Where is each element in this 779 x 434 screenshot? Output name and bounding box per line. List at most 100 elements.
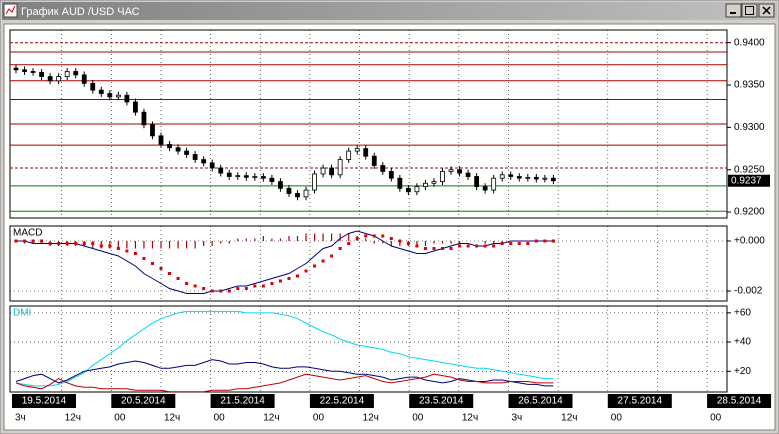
series-line xyxy=(16,230,554,294)
signal-dot xyxy=(551,239,555,243)
signal-dot xyxy=(253,284,257,288)
signal-dot xyxy=(202,287,206,290)
candle-body xyxy=(431,181,437,184)
candle-body xyxy=(107,93,113,98)
candle-body xyxy=(209,162,215,169)
candle-body xyxy=(184,150,190,155)
candle-body xyxy=(508,174,514,177)
signal-dot xyxy=(244,287,248,290)
signal-dot xyxy=(304,269,308,273)
panel-label: DMI xyxy=(13,308,31,319)
y-tick-label: -0.002 xyxy=(734,286,763,297)
candle-body xyxy=(90,82,96,91)
date-label: 22.5.2014 xyxy=(320,396,365,407)
y-tick-label: 0.9200 xyxy=(734,207,765,218)
signal-dot xyxy=(133,252,137,255)
hour-label: 12ч xyxy=(65,413,81,424)
candle-body xyxy=(73,71,79,76)
signal-dot xyxy=(210,289,214,293)
minimize-button[interactable] xyxy=(725,3,742,18)
y-tick-label: +60 xyxy=(734,308,751,319)
candle-body xyxy=(482,186,488,191)
window-buttons xyxy=(725,3,775,18)
signal-dot xyxy=(398,239,402,243)
signal-dot xyxy=(534,239,538,243)
signal-dot xyxy=(236,287,240,290)
signal-dot xyxy=(23,239,27,243)
signal-dot xyxy=(355,237,359,240)
title-bar xyxy=(2,2,777,20)
candle-body xyxy=(346,150,352,160)
hour-label: 00 xyxy=(710,413,722,424)
hour-label: 12ч xyxy=(363,413,379,424)
candle-body xyxy=(491,177,497,191)
candle-body xyxy=(124,94,130,103)
window-icon-glyph xyxy=(5,5,16,15)
date-box xyxy=(12,394,76,408)
candle-body xyxy=(397,177,403,189)
candle-body xyxy=(81,74,87,84)
hour-label: 12ч xyxy=(164,413,180,424)
candle-body xyxy=(516,176,522,179)
candle-body xyxy=(141,111,147,126)
candle-body xyxy=(474,176,480,188)
signal-dot xyxy=(295,274,299,278)
signal-dot xyxy=(108,244,112,248)
candle-body xyxy=(150,124,155,137)
chart-area xyxy=(3,23,776,431)
hour-label: 12ч xyxy=(263,413,279,424)
hour-label: 3ч xyxy=(15,413,26,424)
hour-label: 00 xyxy=(313,413,325,424)
candle-body xyxy=(260,176,266,179)
signal-dot xyxy=(313,264,317,268)
candle-body xyxy=(303,189,309,198)
signal-dot xyxy=(142,257,146,260)
candle-body xyxy=(320,167,326,175)
series-line xyxy=(15,310,554,387)
hour-label: 12ч xyxy=(561,413,577,424)
close-glyph xyxy=(762,6,771,15)
signal-dot xyxy=(168,272,172,275)
date-box xyxy=(508,394,573,408)
panel-label: MACD xyxy=(13,228,42,239)
signal-dot xyxy=(321,259,325,263)
signal-dot xyxy=(278,279,282,283)
candle-body xyxy=(457,169,462,174)
candle-body xyxy=(175,147,181,152)
candle-body xyxy=(405,187,411,193)
candle-body xyxy=(218,167,224,174)
y-tick-label: 0.9400 xyxy=(734,37,765,48)
signal-dot xyxy=(500,242,504,245)
signal-dot xyxy=(330,254,334,258)
signal-dot xyxy=(74,242,78,245)
signal-dot xyxy=(176,277,180,280)
date-box xyxy=(707,394,772,408)
signal-dot xyxy=(125,249,129,253)
signal-dot xyxy=(389,237,393,240)
date-label: 19.5.2014 xyxy=(22,396,67,407)
date-box xyxy=(210,394,275,408)
candle-body xyxy=(39,71,44,77)
candle-body xyxy=(286,187,292,194)
signal-dot xyxy=(381,234,385,238)
signal-dot xyxy=(449,247,453,250)
signal-dot xyxy=(492,244,496,248)
date-box xyxy=(111,394,176,408)
maximize-glyph xyxy=(745,6,754,15)
last-price-label: 0.9237 xyxy=(731,175,762,186)
candle-body xyxy=(550,177,556,182)
date-label: 26.5.2014 xyxy=(518,396,563,407)
date-label: 27.5.2014 xyxy=(618,396,663,407)
maximize-button[interactable] xyxy=(741,3,758,18)
candle-body xyxy=(440,171,445,182)
signal-dot xyxy=(261,284,265,288)
date-box xyxy=(409,394,474,408)
signal-dot xyxy=(65,242,69,245)
candle-body xyxy=(542,177,548,180)
hour-label: 3ч xyxy=(512,413,523,424)
candle-body xyxy=(22,69,27,72)
candle-body xyxy=(388,171,394,179)
candle-body xyxy=(167,143,172,149)
signal-dot xyxy=(526,242,530,245)
